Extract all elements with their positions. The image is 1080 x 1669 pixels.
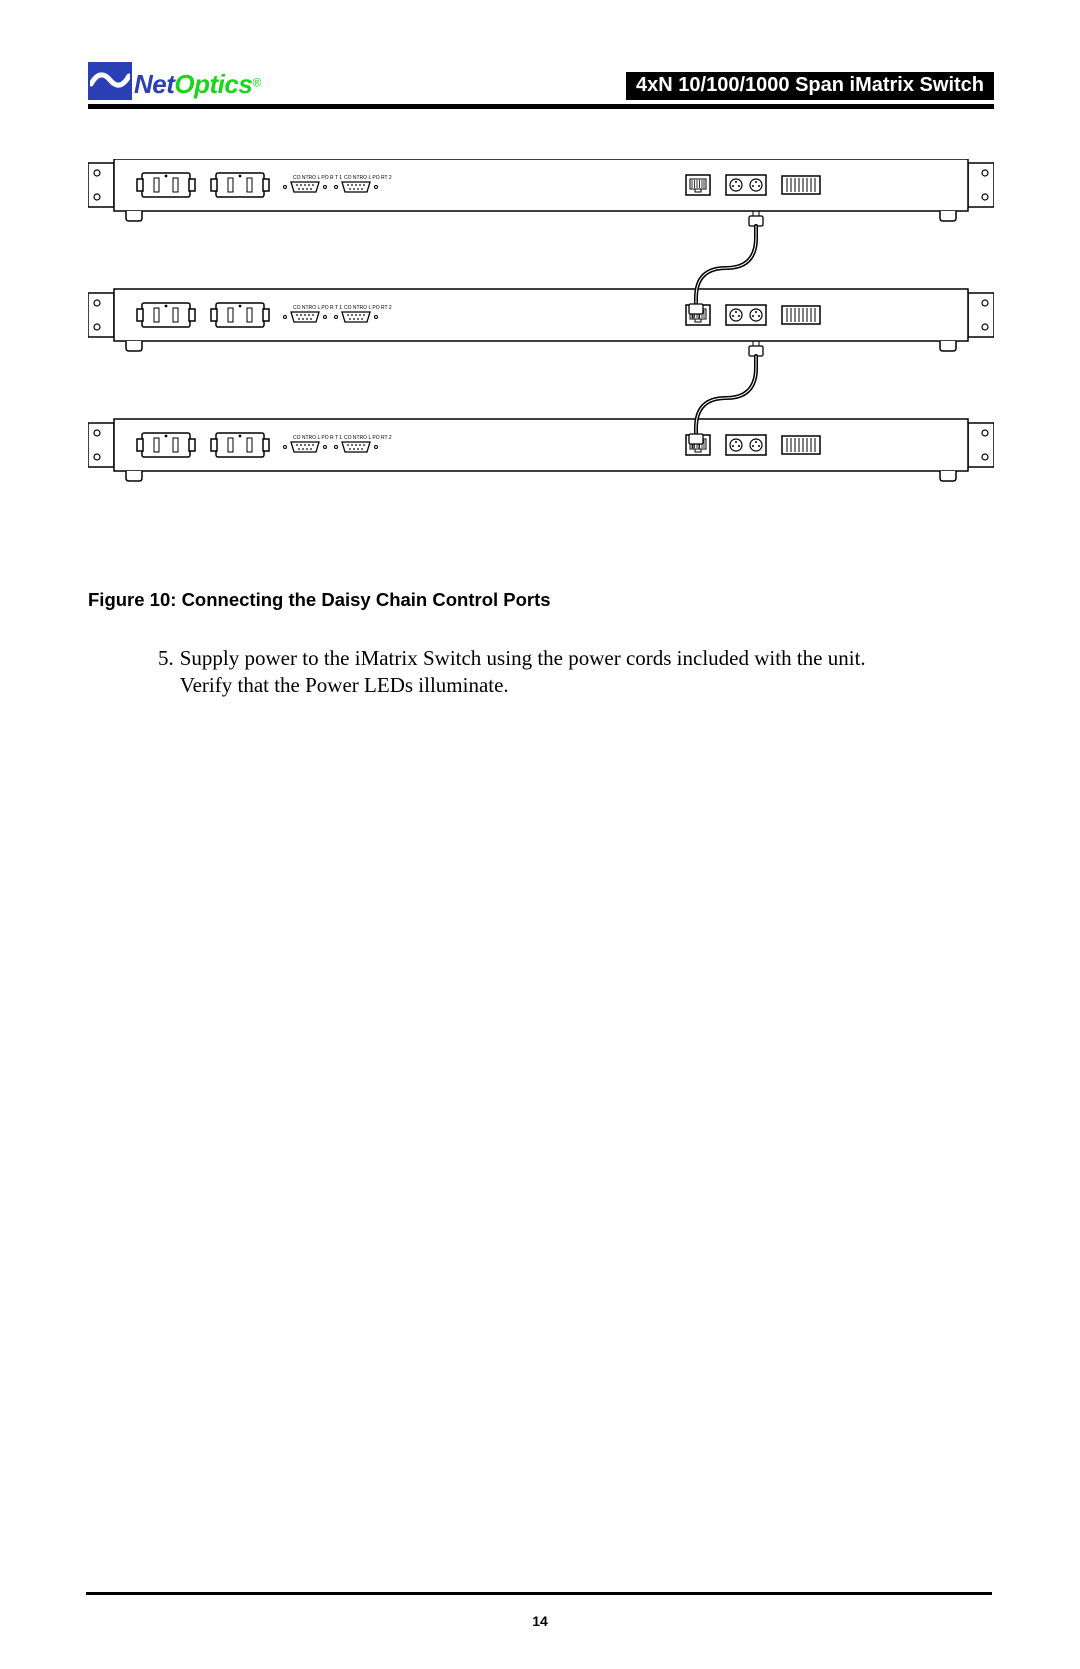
figure-label: Figure 10: (88, 589, 176, 610)
page-number: 14 (0, 1613, 1080, 1629)
page: NetOptics® 4xN 10/100/1000 Span iMatrix … (0, 0, 1080, 1669)
logo-optics: Optics (174, 69, 252, 99)
step-text: Supply power to the iMatrix Switch using… (180, 645, 900, 700)
logo-net: Net (134, 69, 174, 99)
figure-caption: Figure 10: Connecting the Daisy Chain Co… (88, 589, 994, 611)
logo-registered: ® (252, 76, 261, 90)
step-number: 5. (158, 645, 174, 700)
header-rule (88, 104, 994, 109)
figure-caption-text: Connecting the Daisy Chain Control Ports (182, 589, 551, 610)
logo-text: NetOptics® (134, 69, 261, 100)
page-header: NetOptics® 4xN 10/100/1000 Span iMatrix … (88, 62, 994, 100)
figure-10-diagram: CO NTRO L PO R T 1 CO NTRO L PO RT 2 (88, 159, 994, 559)
daisy-chain-svg: CO NTRO L PO R T 1 CO NTRO L PO RT 2 (88, 159, 994, 559)
footer-rule (86, 1592, 992, 1595)
instruction-step: 5. Supply power to the iMatrix Switch us… (158, 645, 994, 700)
logo-mark-icon (88, 62, 132, 100)
header-title: 4xN 10/100/1000 Span iMatrix Switch (626, 72, 994, 100)
netoptics-logo: NetOptics® (88, 62, 261, 100)
